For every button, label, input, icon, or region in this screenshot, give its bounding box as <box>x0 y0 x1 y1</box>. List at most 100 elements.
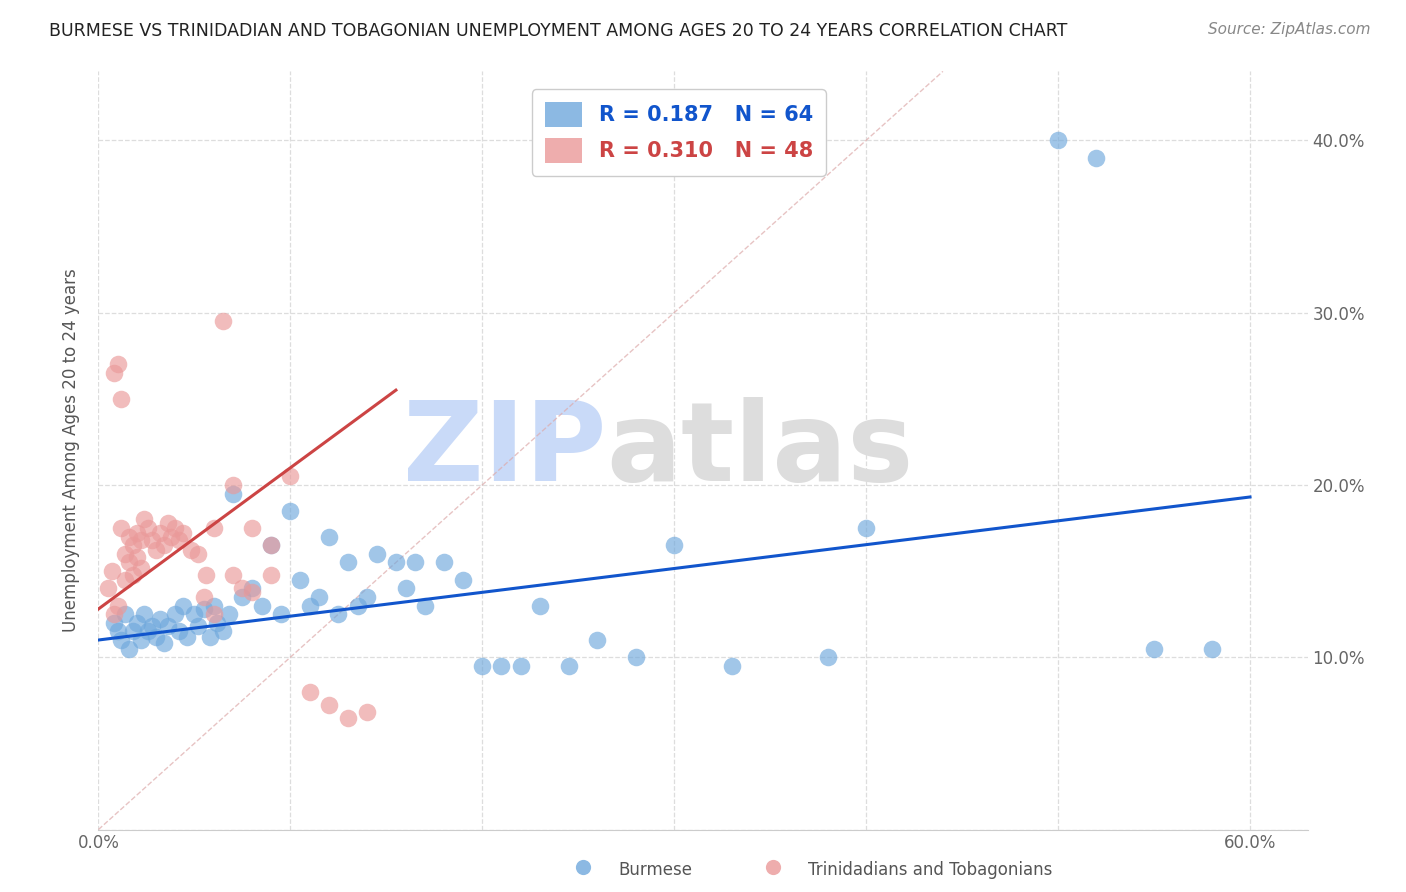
Text: Source: ZipAtlas.com: Source: ZipAtlas.com <box>1208 22 1371 37</box>
Point <box>207 615 229 630</box>
Point <box>1085 151 1108 165</box>
Point <box>160 530 183 544</box>
Point <box>664 538 686 552</box>
Point <box>141 533 163 547</box>
Point <box>231 590 253 604</box>
Point <box>136 521 159 535</box>
Point <box>240 521 263 535</box>
Point <box>125 615 148 630</box>
Point <box>198 630 221 644</box>
Point <box>260 538 283 552</box>
Point <box>270 607 292 622</box>
Point <box>145 630 167 644</box>
Point <box>817 650 839 665</box>
Text: BURMESE VS TRINIDADIAN AND TOBAGONIAN UNEMPLOYMENT AMONG AGES 20 TO 24 YEARS COR: BURMESE VS TRINIDADIAN AND TOBAGONIAN UN… <box>49 22 1067 40</box>
Point <box>346 599 368 613</box>
Point <box>156 516 179 530</box>
Point <box>433 556 456 570</box>
Point <box>149 526 172 541</box>
Point <box>855 521 877 535</box>
Point <box>110 392 132 406</box>
Point <box>156 619 179 633</box>
Point <box>318 530 340 544</box>
Point <box>187 619 209 633</box>
Point <box>167 533 190 547</box>
Legend: R = 0.187   N = 64, R = 0.310   N = 48: R = 0.187 N = 64, R = 0.310 N = 48 <box>531 89 825 176</box>
Point <box>187 547 209 561</box>
Point <box>118 641 141 656</box>
Point <box>260 567 283 582</box>
Point <box>152 636 174 650</box>
Point <box>107 357 129 371</box>
Text: Burmese: Burmese <box>619 861 693 879</box>
Y-axis label: Unemployment Among Ages 20 to 24 years: Unemployment Among Ages 20 to 24 years <box>62 268 80 632</box>
Point <box>114 547 136 561</box>
Point <box>624 650 647 665</box>
Point <box>385 556 408 570</box>
Point <box>366 547 388 561</box>
Point <box>356 590 378 604</box>
Point <box>202 521 225 535</box>
Point <box>491 658 513 673</box>
Point <box>97 582 120 596</box>
Point <box>193 590 215 604</box>
Point <box>122 538 145 552</box>
Point <box>122 624 145 639</box>
Point <box>336 556 359 570</box>
Point <box>1143 641 1166 656</box>
Point <box>180 543 202 558</box>
Point <box>298 599 321 613</box>
Point <box>529 599 551 613</box>
Point <box>118 556 141 570</box>
Point <box>451 573 474 587</box>
Point <box>202 607 225 622</box>
Point <box>129 560 152 574</box>
Point <box>122 567 145 582</box>
Point <box>328 607 350 622</box>
Point <box>218 607 240 622</box>
Text: ZIP: ZIP <box>404 397 606 504</box>
Point <box>176 630 198 644</box>
Point <box>149 612 172 626</box>
Point <box>231 582 253 596</box>
Point <box>167 624 190 639</box>
Point <box>114 573 136 587</box>
Point <box>240 582 263 596</box>
Point <box>240 584 263 599</box>
Point <box>110 633 132 648</box>
Point <box>298 684 321 698</box>
Point <box>101 564 124 578</box>
Point <box>107 599 129 613</box>
Point <box>1047 133 1070 147</box>
Point <box>183 607 205 622</box>
Point <box>165 521 187 535</box>
Point <box>118 530 141 544</box>
Point <box>586 633 609 648</box>
Point <box>356 706 378 720</box>
Text: Trinidadians and Tobagonians: Trinidadians and Tobagonians <box>808 861 1053 879</box>
Point <box>394 582 416 596</box>
Point <box>212 314 235 328</box>
Point <box>288 573 311 587</box>
Point <box>125 550 148 565</box>
Point <box>308 590 330 604</box>
Point <box>250 599 273 613</box>
Point <box>280 469 302 483</box>
Point <box>107 624 129 639</box>
Point <box>222 486 245 500</box>
Point <box>103 607 125 622</box>
Point <box>557 658 579 673</box>
Point <box>172 599 194 613</box>
Text: atlas: atlas <box>606 397 914 504</box>
Point <box>165 607 187 622</box>
Point <box>141 619 163 633</box>
Point <box>413 599 436 613</box>
Point <box>103 366 125 380</box>
Point <box>194 567 217 582</box>
Point <box>202 599 225 613</box>
Point <box>762 860 785 874</box>
Point <box>125 526 148 541</box>
Point <box>404 556 426 570</box>
Point <box>103 615 125 630</box>
Point <box>222 478 245 492</box>
